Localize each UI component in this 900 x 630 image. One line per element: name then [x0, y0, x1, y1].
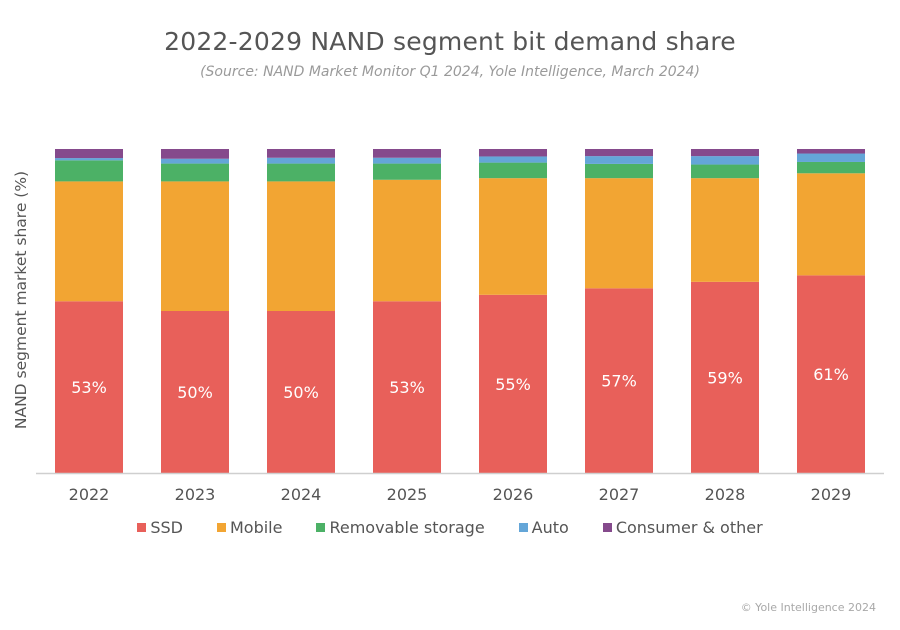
legend-swatch-auto	[518, 523, 528, 532]
bar-segment-removable-storage-2025	[373, 163, 441, 180]
bar-segment-consumer-other-2022	[55, 149, 123, 159]
bar-segment-mobile-2022	[55, 181, 123, 302]
x-tick-label-2022: 2022	[69, 485, 110, 504]
bar-segment-removable-storage-2022	[55, 160, 123, 182]
bar-segment-auto-2022	[55, 158, 123, 161]
bars-group	[55, 149, 865, 473]
bar-segment-auto-2024	[267, 157, 335, 164]
bar-segment-auto-2026	[479, 156, 547, 163]
data-label-ssd-2029: 61%	[813, 365, 849, 384]
legend-label-ssd: SSD	[150, 518, 183, 537]
legend-item-removable-storage: Removable storage	[316, 518, 485, 537]
bar-segment-auto-2027	[585, 156, 653, 164]
bar-segment-removable-storage-2023	[161, 163, 229, 182]
bar-segment-mobile-2027	[585, 178, 653, 289]
chart-subtitle: (Source: NAND Market Monitor Q1 2024, Yo…	[200, 64, 700, 80]
x-tick-label-2026: 2026	[493, 485, 534, 504]
data-label-ssd-2024: 50%	[283, 383, 319, 402]
data-label-ssd-2025: 53%	[389, 378, 425, 397]
bar-segment-removable-storage-2026	[479, 162, 547, 179]
bar-segment-removable-storage-2029	[797, 161, 865, 174]
bar-segment-mobile-2025	[373, 179, 441, 302]
data-label-ssd-2022: 53%	[71, 378, 107, 397]
bar-segment-ssd-2022	[55, 301, 123, 473]
legend-swatch-removable-storage	[316, 523, 326, 532]
x-tick-label-2028: 2028	[705, 485, 746, 504]
bar-segment-ssd-2023	[161, 311, 229, 473]
bar-segment-consumer-other-2023	[161, 149, 229, 159]
bar-segment-consumer-other-2025	[373, 149, 441, 158]
bar-segment-removable-storage-2028	[691, 164, 759, 179]
data-label-ssd-2026: 55%	[495, 375, 531, 394]
bar-segment-mobile-2028	[691, 178, 759, 282]
legend-swatch-mobile	[216, 523, 226, 532]
data-label-ssd-2023: 50%	[177, 383, 213, 402]
bar-segment-consumer-other-2027	[585, 149, 653, 157]
bar-segment-mobile-2023	[161, 181, 229, 311]
legend-item-consumer-other: Consumer & other	[602, 518, 763, 537]
legend-item-ssd: SSD	[137, 518, 183, 537]
data-label-ssd-2028: 59%	[707, 368, 743, 387]
legend-label-auto: Auto	[531, 518, 569, 537]
bar-segment-ssd-2026	[479, 294, 547, 473]
legend-item-mobile: Mobile	[216, 518, 283, 537]
bar-segment-mobile-2029	[797, 173, 865, 276]
x-tick-label-2029: 2029	[811, 485, 852, 504]
x-tick-label-2024: 2024	[281, 485, 322, 504]
bar-segment-ssd-2028	[691, 281, 759, 473]
bar-segment-ssd-2024	[267, 311, 335, 473]
legend-swatch-ssd	[137, 523, 147, 532]
bar-segment-consumer-other-2028	[691, 149, 759, 157]
bar-segment-ssd-2027	[585, 288, 653, 473]
bar-segment-auto-2028	[691, 156, 759, 165]
bar-segment-mobile-2026	[479, 178, 547, 295]
bar-segment-ssd-2029	[797, 275, 865, 473]
x-tick-labels: 2022 2023 2024 2025 2026 2027 2028 2029	[69, 485, 852, 504]
bar-segment-removable-storage-2024	[267, 163, 335, 182]
bar-segment-mobile-2024	[267, 181, 335, 311]
bar-segment-removable-storage-2027	[585, 163, 653, 179]
x-tick-label-2025: 2025	[387, 485, 428, 504]
chart-title: 2022-2029 NAND segment bit demand share	[164, 27, 736, 56]
legend-label-consumer-other: Consumer & other	[615, 518, 763, 537]
bar-segment-auto-2025	[373, 157, 441, 164]
bar-segment-consumer-other-2026	[479, 149, 547, 157]
legend: SSD Mobile Removable storage Auto Consumer &…	[0, 518, 900, 537]
bar-segment-consumer-other-2024	[267, 149, 335, 158]
bar-segment-ssd-2025	[373, 301, 441, 473]
legend-label-removable-storage: Removable storage	[329, 518, 485, 537]
data-label-ssd-2027: 57%	[601, 372, 637, 391]
data-labels: 53% 50% 50% 53% 55% 57% 59% 61%	[71, 365, 849, 402]
bar-segment-consumer-other-2029	[797, 149, 865, 154]
x-tick-label-2027: 2027	[599, 485, 640, 504]
copyright-notice: © Yole Intelligence 2024	[740, 601, 876, 614]
legend-swatch-consumer-other	[602, 523, 612, 532]
x-tick-label-2023: 2023	[175, 485, 216, 504]
bar-segment-auto-2029	[797, 153, 865, 162]
legend-label-mobile: Mobile	[229, 518, 283, 537]
bar-segment-auto-2023	[161, 158, 229, 164]
legend-item-auto: Auto	[518, 518, 569, 537]
